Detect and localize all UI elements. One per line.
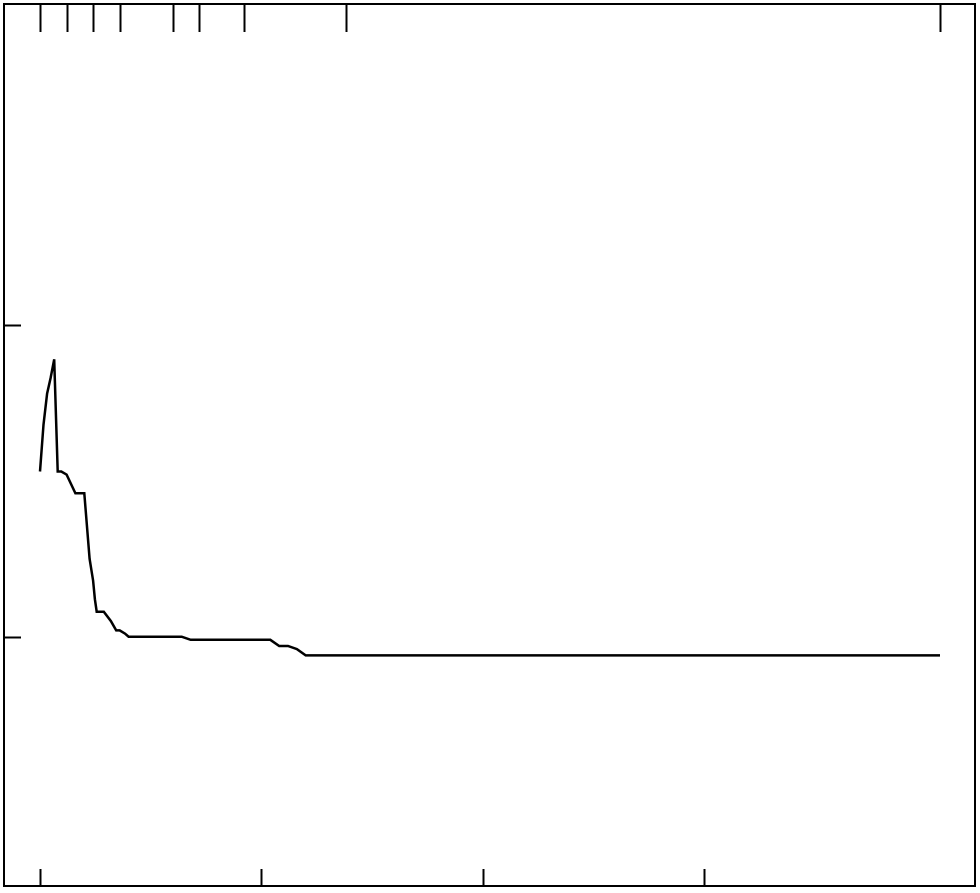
series-layer	[38, 359, 940, 657]
series-line	[38, 359, 940, 657]
top-ticks	[39, 4, 942, 32]
left-ticks	[4, 324, 21, 639]
bottom-ticks	[39, 869, 706, 886]
plot-frame	[3, 3, 976, 887]
